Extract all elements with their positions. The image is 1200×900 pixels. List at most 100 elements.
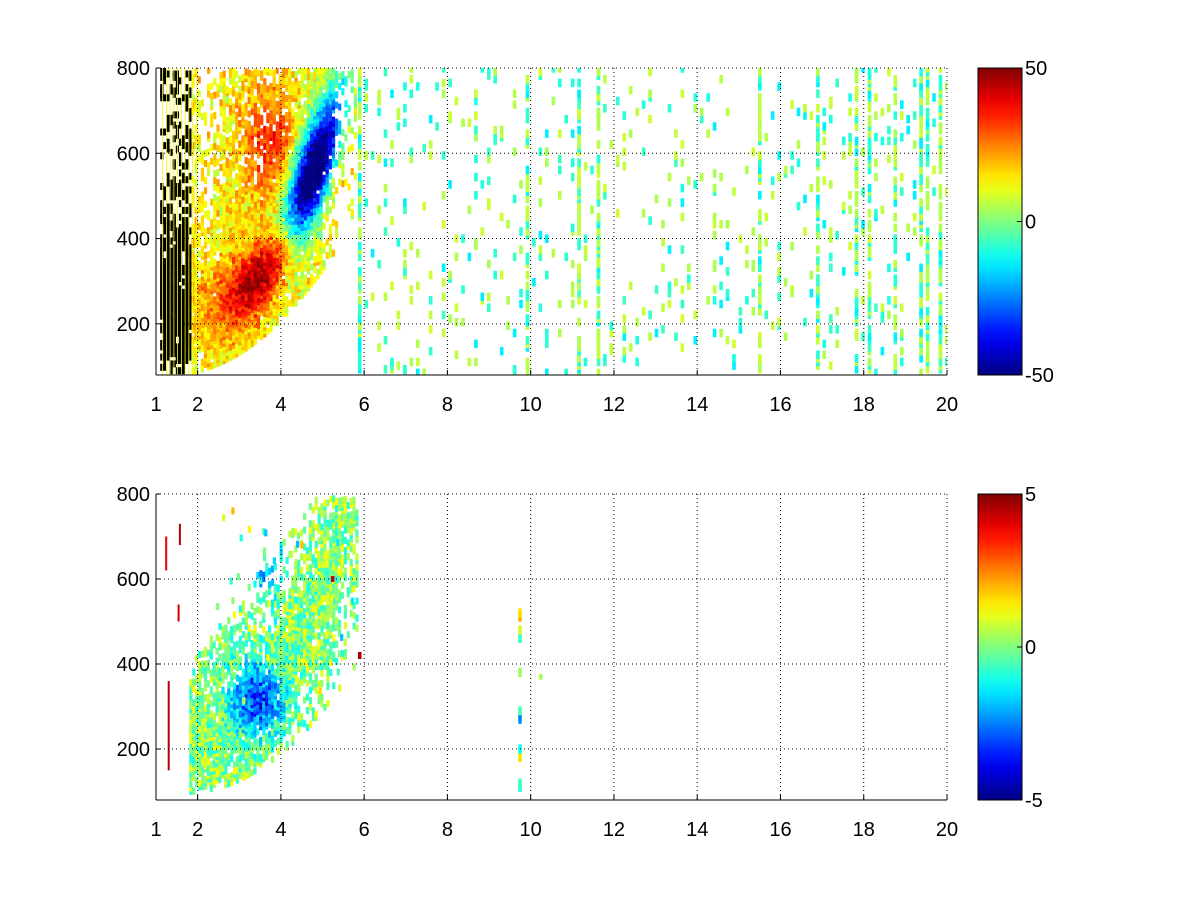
heatmap-cell <box>263 78 267 86</box>
heatmap-cell <box>338 151 342 159</box>
heatmap-cell <box>232 202 236 210</box>
heatmap-cell <box>474 339 478 349</box>
heatmap-cell <box>325 238 329 246</box>
heatmap-cell <box>200 358 204 366</box>
streak <box>196 68 197 375</box>
heatmap-cell <box>247 69 251 77</box>
heatmap-cell <box>893 93 898 102</box>
heatmap-cell <box>867 209 872 218</box>
heatmap-cell <box>268 632 272 640</box>
heatmap-cell <box>244 653 248 661</box>
heatmap-cell <box>499 125 504 135</box>
heatmap-cell <box>182 94 186 102</box>
heatmap-cell <box>222 248 226 255</box>
heatmap-cell <box>182 172 186 180</box>
heatmap-cell <box>357 267 362 276</box>
heatmap-cell <box>525 194 530 204</box>
heatmap-cell <box>328 97 332 105</box>
streak <box>184 68 186 375</box>
heatmap-cell <box>893 75 898 84</box>
heatmap-cell <box>253 201 257 209</box>
heatmap-cell <box>169 329 173 337</box>
heatmap-cell <box>912 180 917 189</box>
heatmap-cell <box>268 656 272 663</box>
heatmap-cell <box>200 198 204 206</box>
heatmap-cell <box>232 232 236 240</box>
heatmap-cell <box>441 220 446 229</box>
heatmap-cell <box>210 352 214 360</box>
heatmap-cell <box>919 136 923 146</box>
heatmap-cell <box>227 616 231 624</box>
heatmap-cell <box>169 258 173 266</box>
heatmap-cell <box>163 128 167 136</box>
heatmap-cell <box>925 201 930 211</box>
heatmap-cell <box>221 625 225 633</box>
heatmap-cell <box>185 339 189 347</box>
heatmap-cell <box>225 96 229 104</box>
heatmap-cell <box>225 215 229 223</box>
heatmap-cell <box>306 260 311 268</box>
heatmap-cell <box>256 748 260 756</box>
heatmap-cell <box>260 319 264 327</box>
heatmap-cell <box>816 310 820 320</box>
heatmap-cell <box>341 129 345 137</box>
heatmap-cell <box>213 91 217 99</box>
heatmap-cell <box>198 661 202 669</box>
heatmap-cell <box>213 245 217 253</box>
heatmap-cell <box>297 68 301 75</box>
heatmap-cell <box>938 122 943 131</box>
heatmap-cell <box>641 209 646 218</box>
heatmap-cell <box>790 151 794 160</box>
heatmap-cell <box>480 180 485 189</box>
heatmap-cell <box>938 183 943 193</box>
heatmap-cell <box>201 650 205 658</box>
heatmap-cell <box>219 133 223 141</box>
heatmap-cell <box>428 151 433 160</box>
heatmap-cell <box>622 314 627 323</box>
heatmap-cell <box>377 154 381 164</box>
heatmap-cell <box>325 68 329 72</box>
heatmap-cell <box>270 735 275 743</box>
heatmap-cell <box>712 220 717 229</box>
heatmap-cell <box>816 263 820 272</box>
heatmap-cell <box>383 365 388 374</box>
heatmap-cell <box>712 122 717 131</box>
heatmap-cell <box>197 90 201 98</box>
heatmap-cell <box>854 71 859 80</box>
heatmap-cell <box>188 333 192 341</box>
heatmap-cell <box>319 233 323 241</box>
heatmap-cell <box>209 652 213 660</box>
heatmap-cell <box>313 245 317 253</box>
heatmap-cell <box>790 100 794 109</box>
heatmap-cell <box>247 699 251 707</box>
x-tick-label: 2 <box>192 394 203 416</box>
heatmap-cell <box>712 230 717 240</box>
heatmap-cell <box>222 70 226 78</box>
heatmap-cell <box>945 187 947 196</box>
heatmap-cell <box>213 265 217 273</box>
heatmap-cell <box>207 162 211 170</box>
heatmap-cell <box>213 272 217 280</box>
heatmap-cell <box>169 148 173 156</box>
heatmap-cell <box>577 158 581 167</box>
heatmap-cell <box>216 83 220 91</box>
heatmap-cell <box>919 75 923 84</box>
heatmap-cell <box>269 69 273 77</box>
heatmap-cell <box>454 350 459 359</box>
heatmap-cell <box>577 336 581 345</box>
heatmap-cell <box>583 252 588 262</box>
heatmap-cell <box>861 147 865 156</box>
heatmap-cell <box>221 765 225 772</box>
heatmap-cell <box>738 317 743 327</box>
heatmap-cell <box>201 660 205 668</box>
heatmap-cell <box>867 234 872 243</box>
heatmap-cell <box>200 304 204 312</box>
heatmap-cell <box>263 163 267 171</box>
heatmap-cell <box>203 112 208 120</box>
heatmap-cell <box>628 85 633 95</box>
heatmap-cell <box>288 170 292 178</box>
heatmap-cell <box>300 111 304 119</box>
heatmap-cell <box>854 209 859 218</box>
heatmap-cell <box>325 207 329 215</box>
